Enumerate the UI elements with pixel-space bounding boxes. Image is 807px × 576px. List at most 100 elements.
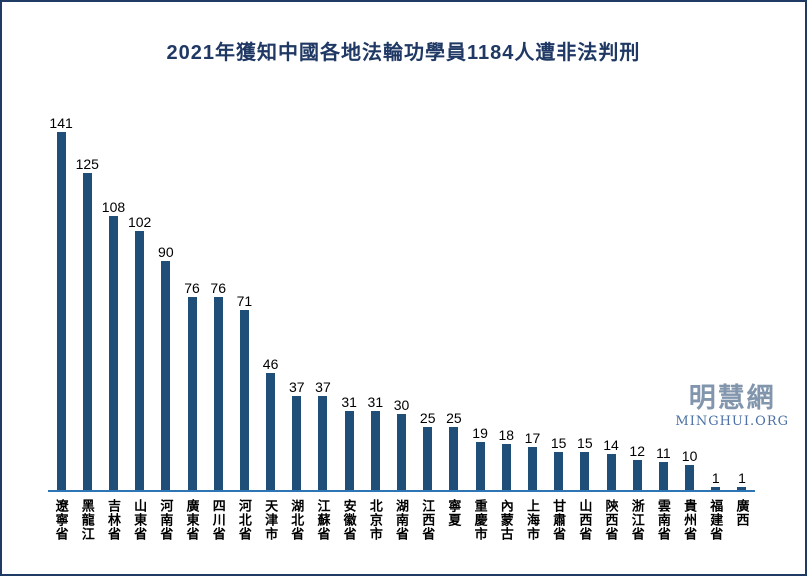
bar-column: 37: [284, 114, 310, 490]
bar: [108, 216, 118, 490]
bar-value-label: 12: [629, 443, 645, 459]
watermark: 明慧網 MINGHUI.ORG: [675, 384, 789, 429]
bar-column: 11: [650, 114, 676, 490]
bar-column: 37: [310, 114, 336, 490]
bar-value-label: 14: [603, 437, 619, 453]
category-label: 上海市: [524, 499, 540, 541]
bar-value-label: 1: [711, 470, 720, 486]
category-label: 浙江省: [629, 499, 645, 541]
bar-column: 125: [74, 114, 100, 490]
category-label-cell: 山西省: [572, 499, 598, 541]
bar: [344, 411, 354, 490]
bar-value-label: 108: [101, 199, 126, 215]
category-label-cell: 陝西省: [598, 499, 624, 541]
category-label-cell: 天津市: [258, 499, 284, 541]
bar: [161, 261, 171, 490]
bar: [187, 297, 197, 490]
bar: [82, 173, 92, 490]
bar: [737, 487, 747, 490]
category-label: 遼寧省: [53, 499, 69, 541]
bar-column: 76: [205, 114, 231, 490]
bar-column: 30: [388, 114, 414, 490]
category-label-cell: 安徽省: [336, 499, 362, 541]
category-label: 四川省: [210, 499, 226, 541]
bar-column: 19: [467, 114, 493, 490]
bar: [423, 427, 433, 490]
bar: [580, 452, 590, 490]
category-label: 湖南省: [394, 499, 410, 541]
bar-value-label: 11: [656, 445, 671, 461]
category-label: 甘肅省: [551, 499, 567, 541]
bar-column: 17: [519, 114, 545, 490]
bar: [527, 447, 537, 490]
bar-column: 25: [441, 114, 467, 490]
bar-value-label: 19: [472, 425, 488, 441]
category-label: 河北省: [236, 499, 252, 541]
bar-column: 25: [415, 114, 441, 490]
bar-value-label: 76: [210, 280, 226, 296]
bar: [475, 442, 485, 490]
bar: [397, 414, 407, 490]
bar-column: 31: [336, 114, 362, 490]
minghui-url-text: MINGHUI.ORG: [675, 413, 789, 429]
bar: [370, 411, 380, 490]
category-label-cell: 寧夏: [441, 499, 467, 541]
category-label: 雲南省: [655, 499, 671, 541]
category-label: 寧夏: [446, 499, 462, 527]
category-label-cell: 貴州省: [677, 499, 703, 541]
category-label-cell: 廣東省: [179, 499, 205, 541]
bar: [449, 427, 459, 490]
bar-value-label: 37: [288, 379, 305, 395]
category-label: 廣東省: [184, 499, 200, 541]
bar: [213, 297, 223, 490]
category-label: 山東省: [132, 499, 148, 541]
bar: [554, 452, 564, 490]
bar-value-label: 31: [367, 394, 384, 410]
bar: [606, 454, 616, 490]
bar-value-label: 15: [550, 435, 567, 451]
bar-value-label: 71: [236, 293, 253, 309]
category-label-cell: 黑龍江: [74, 499, 100, 541]
bar: [658, 462, 668, 490]
category-label-cell: 湖北省: [284, 499, 310, 541]
bar-column: 15: [546, 114, 572, 490]
bar-value-label: 102: [127, 214, 152, 230]
category-label-cell: 湖南省: [388, 499, 414, 541]
category-label-cell: 山東省: [127, 499, 153, 541]
bar: [685, 465, 695, 490]
bar-value-label: 17: [524, 430, 541, 446]
category-label-cell: 內蒙古: [493, 499, 519, 541]
bar: [711, 487, 721, 490]
bar: [292, 396, 302, 490]
bar: [318, 396, 328, 490]
category-label-cell: 浙江省: [624, 499, 650, 541]
category-label-cell: 雲南省: [650, 499, 676, 541]
category-label: 福建省: [708, 499, 724, 541]
bar-column: 108: [100, 114, 126, 490]
category-labels: 遼寧省 黑龍江 吉林省 山東省 河南省 廣東省 四川省 河北省 天津市 湖北省 江蘇省 安徽省 北京市湖…: [48, 499, 755, 541]
bar-value-label: 18: [498, 427, 515, 443]
bar-value-label: 37: [315, 379, 331, 395]
bar-column: 76: [179, 114, 205, 490]
bar-value-label: 30: [393, 397, 410, 413]
bar-value-label: 31: [341, 394, 357, 410]
category-label: 吉林省: [105, 499, 121, 541]
category-label-cell: 吉林省: [100, 499, 126, 541]
category-label-cell: 上海市: [519, 499, 545, 541]
category-label: 北京市: [367, 499, 383, 541]
category-label: 江蘇省: [315, 499, 331, 541]
bar-value-label: 46: [262, 356, 279, 372]
bar: [56, 132, 66, 490]
bar-value-label: 76: [184, 280, 200, 296]
category-label-cell: 北京市: [362, 499, 388, 541]
category-label: 山西省: [577, 499, 593, 541]
category-label: 河南省: [158, 499, 174, 541]
category-label-cell: 河北省: [231, 499, 257, 541]
bar-column: 10: [677, 114, 703, 490]
bar-column: 141: [48, 114, 74, 490]
category-label: 天津市: [263, 499, 279, 541]
bar-column: 14: [598, 114, 624, 490]
bar-column: 1: [729, 114, 755, 490]
bar-value-label: 141: [49, 115, 73, 131]
